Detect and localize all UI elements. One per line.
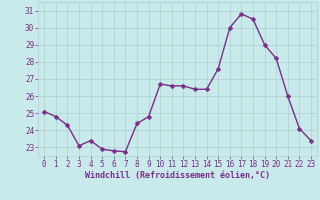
X-axis label: Windchill (Refroidissement éolien,°C): Windchill (Refroidissement éolien,°C) bbox=[85, 171, 270, 180]
